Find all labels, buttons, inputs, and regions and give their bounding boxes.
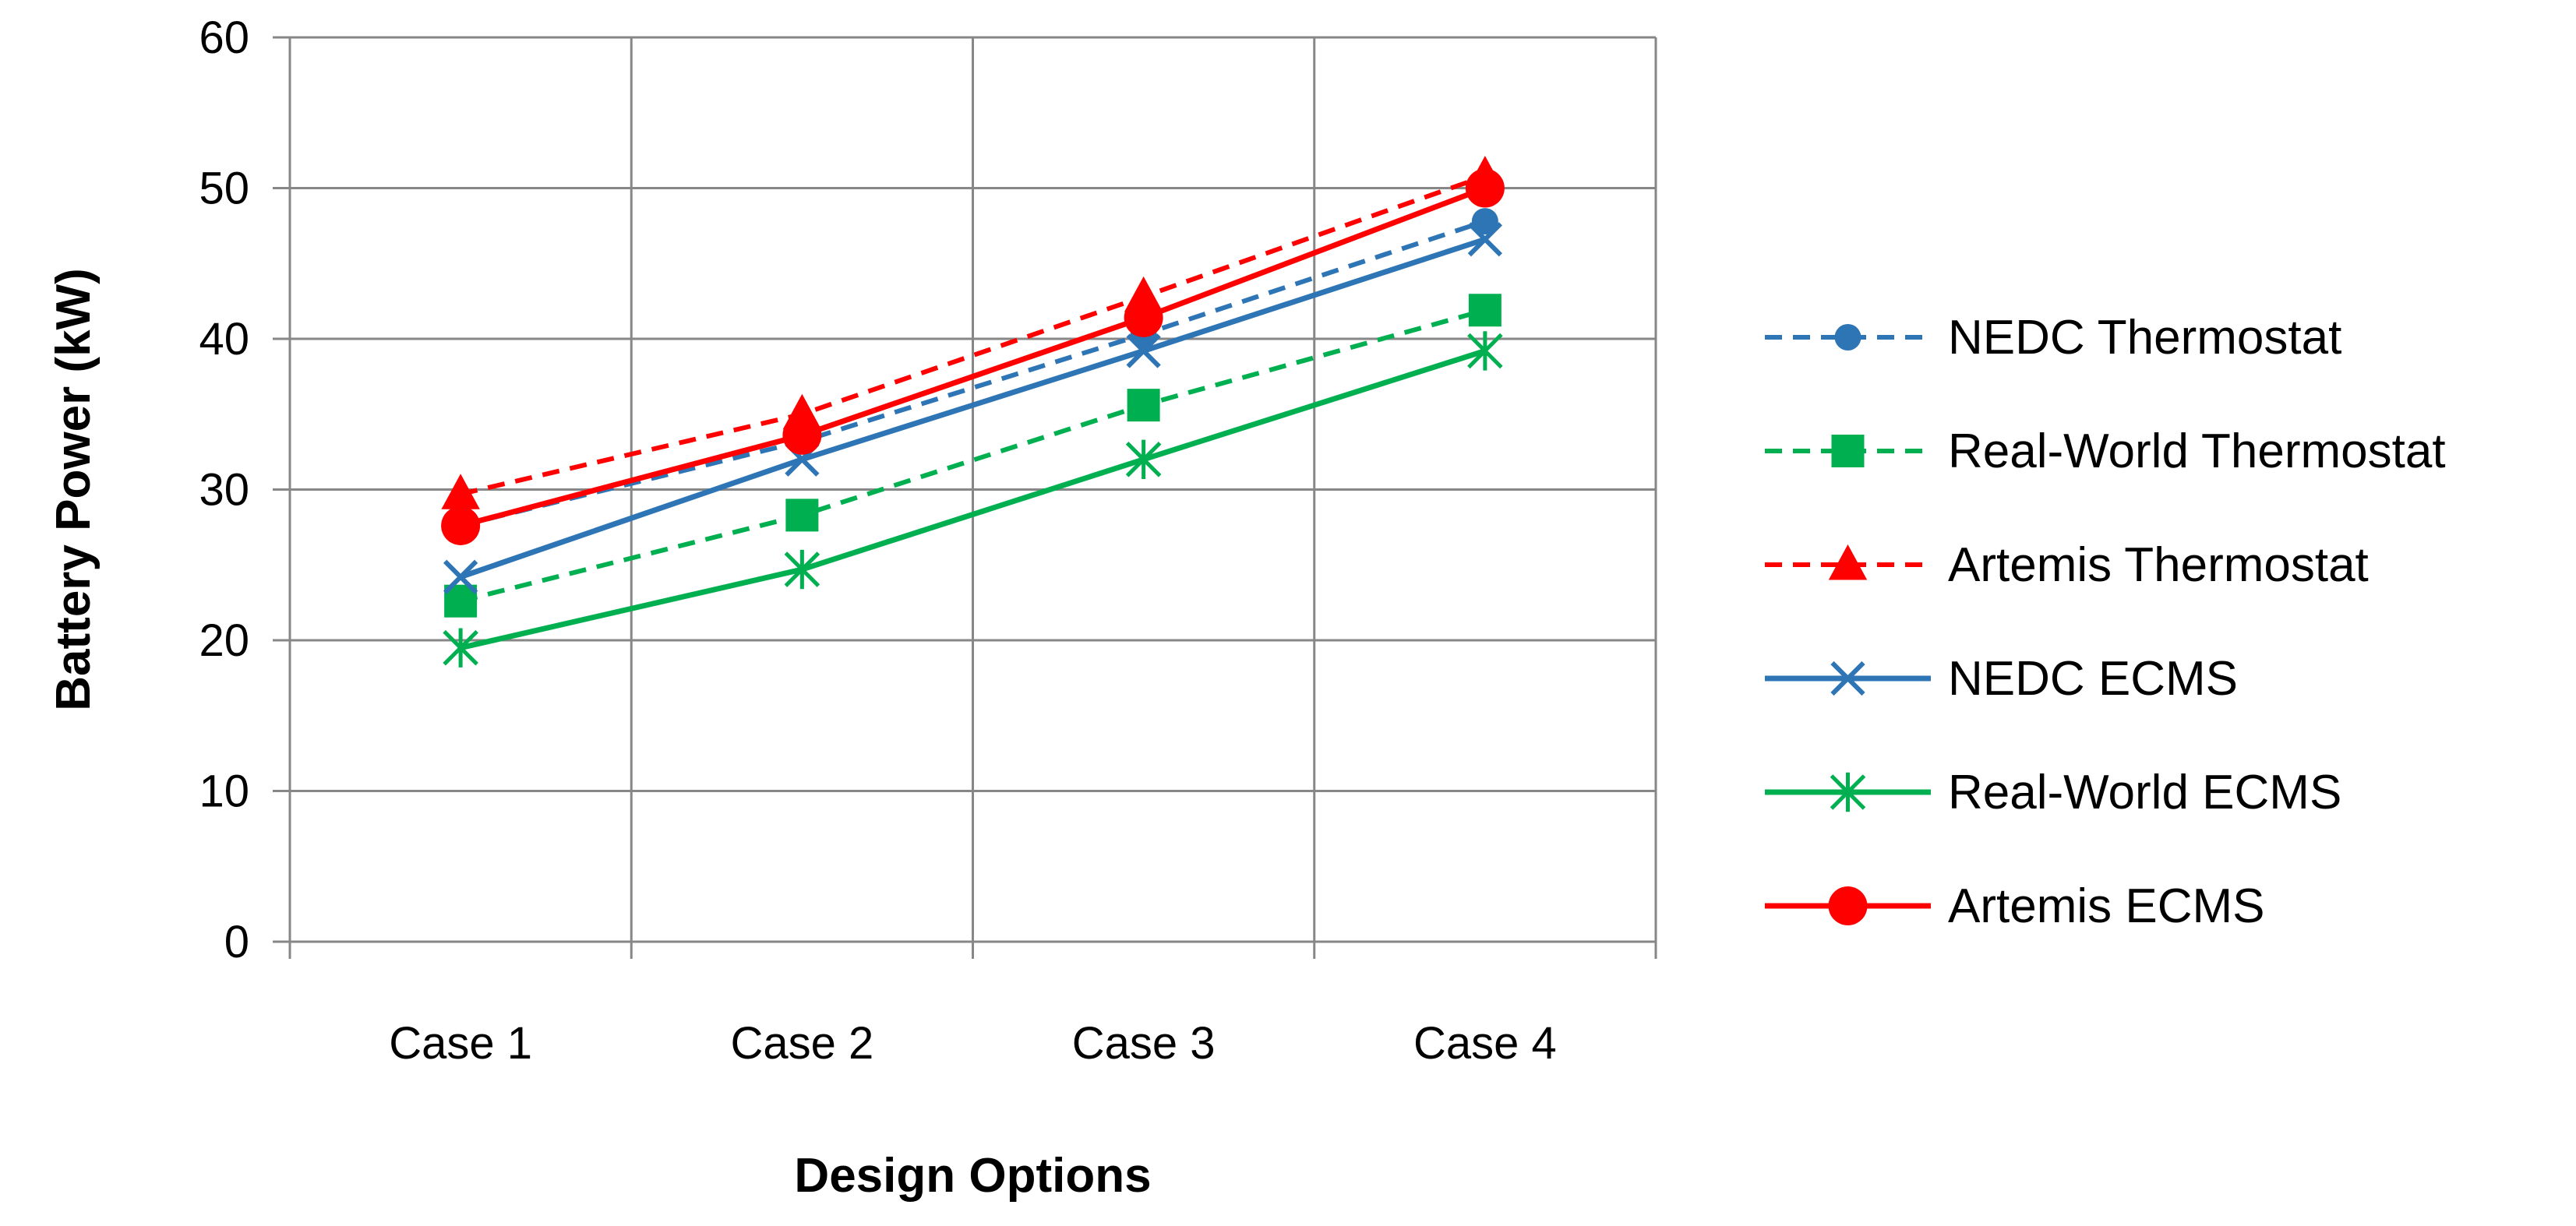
legend-item-nedc-thermostat: NEDC Thermostat — [1765, 311, 2341, 365]
series-line-artemis-thermostat — [460, 174, 1486, 497]
legend-marker — [1830, 772, 1866, 812]
data-point-real-world-thermostat — [1127, 389, 1160, 422]
y-axis-title: Battery Power (kW) — [47, 268, 101, 710]
tick-labels: 0 10 20 30 40 50 60 Case 1 Case 2 Case 3 Case 4 — [199, 12, 1556, 1069]
legend-item-real-world-thermostat: Real-World Thermostat — [1765, 425, 2446, 478]
data-point-nedc-ecms — [1126, 333, 1161, 368]
series-lines — [459, 174, 1487, 651]
x-tick-label: Case 4 — [1413, 1018, 1557, 1069]
y-tick-label: 10 — [199, 766, 249, 817]
series-line-nedc-ecms — [459, 236, 1486, 580]
legend-item-artemis-thermostat: Artemis Thermostat — [1765, 538, 2369, 592]
data-point-real-world-thermostat — [1468, 294, 1501, 327]
legend-marker — [1834, 324, 1861, 351]
y-tick-label: 30 — [199, 465, 249, 516]
y-tick-label: 60 — [199, 12, 249, 63]
data-point-real-world-ecms — [1467, 331, 1503, 371]
x-axis-title: Design Options — [794, 1149, 1151, 1203]
y-tick-label: 20 — [199, 615, 249, 666]
data-point-artemis-ecms — [1124, 298, 1163, 337]
legend: NEDC Thermostat Real-World Thermostat Arte… — [1765, 311, 2446, 933]
legend-marker — [1831, 435, 1865, 467]
legend-marker — [1828, 886, 1868, 925]
data-point-real-world-ecms — [443, 628, 478, 668]
data-point-nedc-ecms — [443, 559, 478, 594]
data-point-artemis-thermostat — [441, 474, 480, 509]
axes — [273, 36, 1657, 959]
data-point-artemis-ecms — [782, 415, 822, 455]
series-line-real-world-ecms — [460, 348, 1486, 651]
legend-item-artemis-ecms: Artemis ECMS — [1765, 879, 2264, 933]
legend-marker — [1828, 544, 1868, 580]
series-line-nedc-thermostat — [460, 219, 1486, 528]
x-tick-label: Case 2 — [730, 1018, 873, 1069]
legend-item-nedc-ecms: NEDC ECMS — [1765, 652, 2238, 706]
legend-label: NEDC ECMS — [1948, 652, 2238, 706]
data-point-artemis-ecms — [1465, 168, 1505, 208]
series-line-real-world-thermostat — [460, 308, 1486, 604]
data-point-real-world-ecms — [1125, 439, 1162, 479]
data-point-real-world-ecms — [784, 549, 820, 590]
series-markers — [441, 156, 1505, 668]
series-line-artemis-ecms — [460, 185, 1487, 529]
x-tick-label: Case 3 — [1072, 1018, 1216, 1069]
data-point-real-world-thermostat — [785, 499, 819, 532]
x-tick-label: Case 1 — [389, 1018, 532, 1069]
legend-label: Artemis Thermostat — [1948, 538, 2369, 592]
data-point-nedc-thermostat — [1471, 208, 1498, 235]
grid-lines — [290, 36, 1657, 942]
y-tick-label: 50 — [199, 164, 249, 214]
legend-label: NEDC Thermostat — [1948, 311, 2341, 365]
legend-label: Real-World ECMS — [1948, 766, 2341, 819]
legend-label: Real-World Thermostat — [1948, 425, 2446, 478]
legend-label: Artemis ECMS — [1948, 879, 2264, 933]
data-point-artemis-ecms — [441, 506, 481, 545]
y-tick-label: 0 — [224, 917, 249, 967]
legend-marker — [1830, 661, 1865, 696]
y-tick-label: 40 — [199, 314, 249, 365]
data-point-nedc-ecms — [1467, 222, 1503, 257]
legend-item-real-world-ecms: Real-World ECMS — [1765, 766, 2341, 819]
